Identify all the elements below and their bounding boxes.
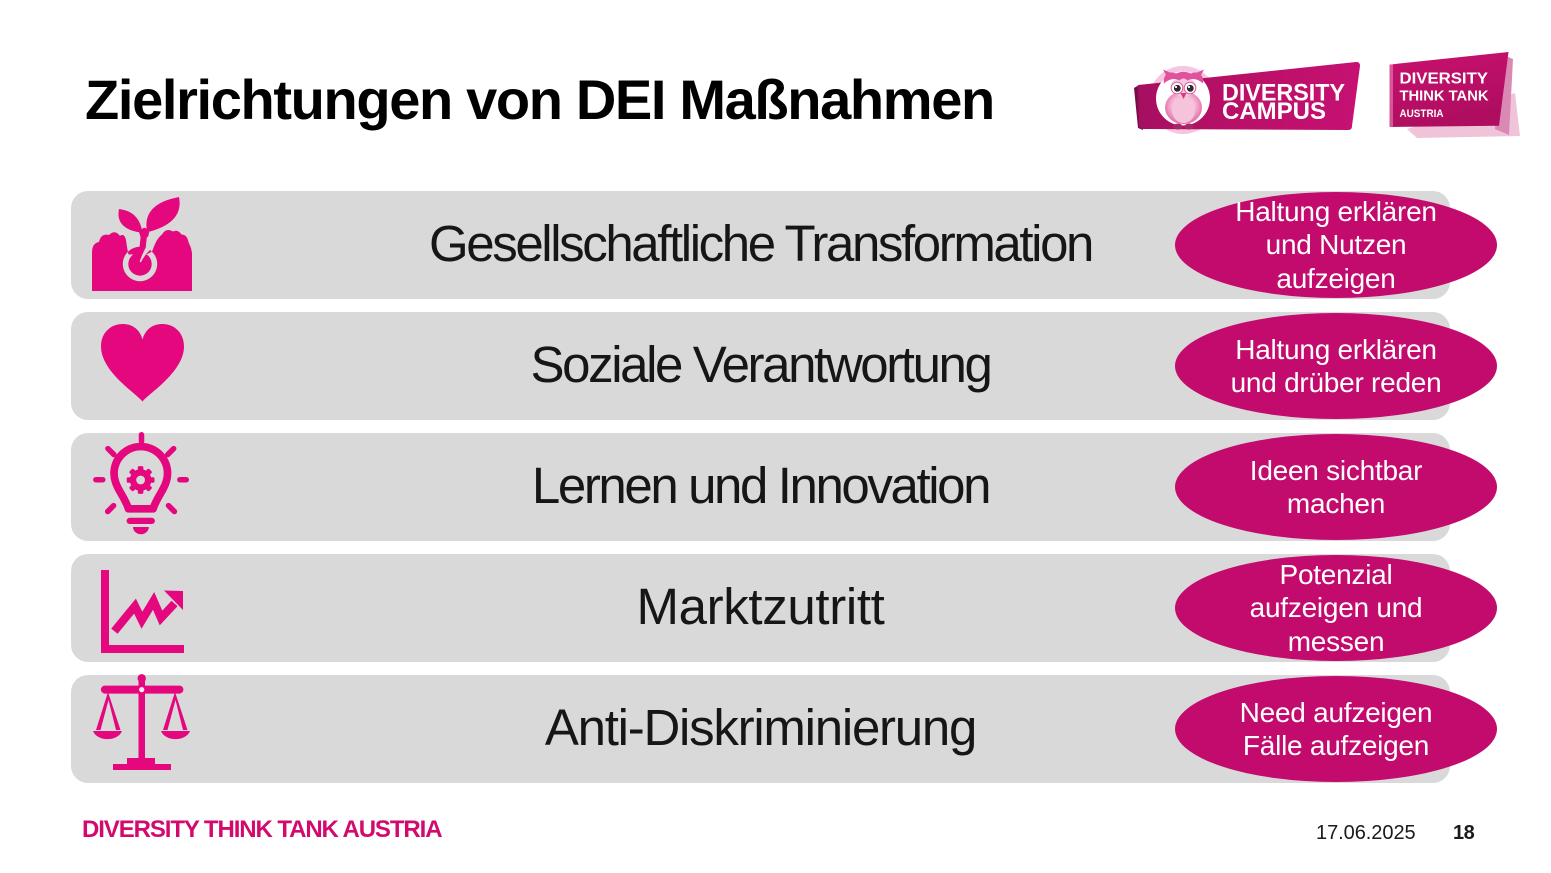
svg-text:CAMPUS: CAMPUS [1222,98,1326,125]
svg-text:DIVERSITY: DIVERSITY [1222,79,1345,106]
svg-text:AUSTRIA: AUSTRIA [1400,108,1444,120]
svg-text:THINK TANK: THINK TANK [1400,88,1489,105]
svg-text:DIVERSITY: DIVERSITY [1400,71,1489,88]
